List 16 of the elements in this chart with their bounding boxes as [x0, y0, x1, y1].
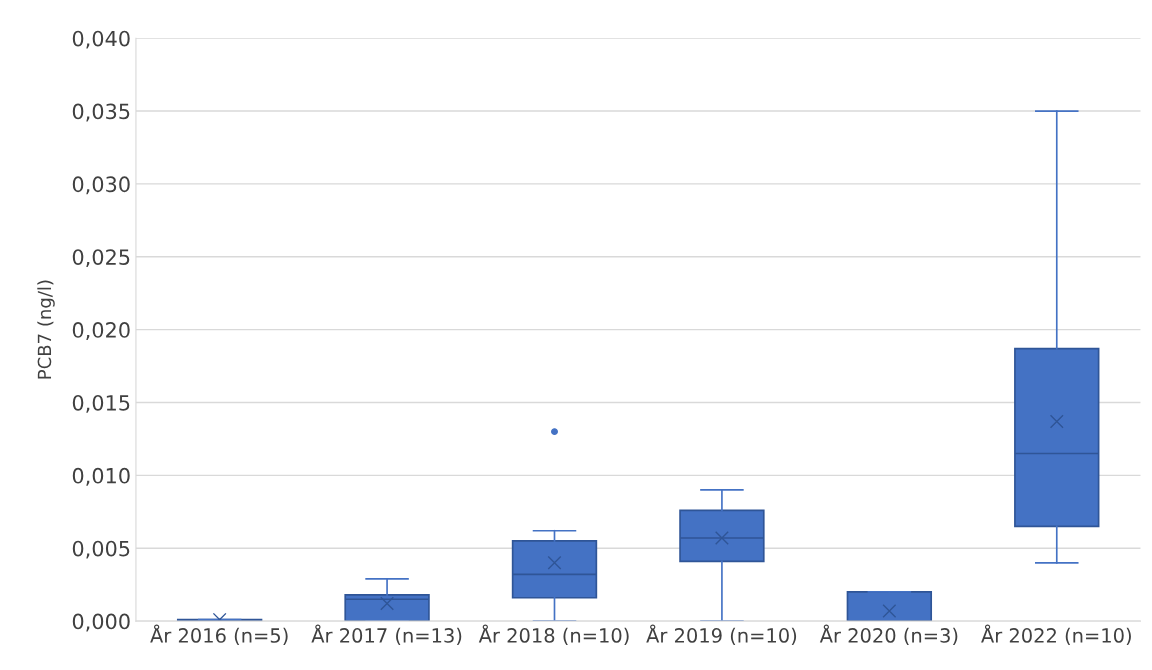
- x-tick-label: År 2019 (n=10): [646, 624, 797, 646]
- x-tick-label: År 2017 (n=13): [311, 624, 462, 646]
- y-tick-label: 0,020: [72, 322, 130, 340]
- x-tick-label: År 2022 (n=10): [981, 624, 1131, 646]
- x-tick-label: År 2016 (n=5): [150, 624, 288, 646]
- y-tick-label: 0,030: [72, 176, 130, 195]
- y-tick-label: 0,010: [72, 467, 130, 486]
- y-tick-label: 0,040: [72, 30, 130, 49]
- y-tick-label: 0,025: [72, 249, 130, 268]
- y-tick-label: 0,015: [72, 394, 130, 413]
- x-tick-label: År 2018 (n=10): [478, 624, 629, 646]
- y-axis-title: PCB7 (ng/l): [37, 280, 55, 379]
- x-tick-label: År 2020 (n=3): [819, 624, 958, 646]
- y-tick-label: 0,005: [72, 540, 130, 559]
- y-tick-label: 0,000: [72, 613, 130, 632]
- y-tick-label: 0,035: [72, 103, 130, 122]
